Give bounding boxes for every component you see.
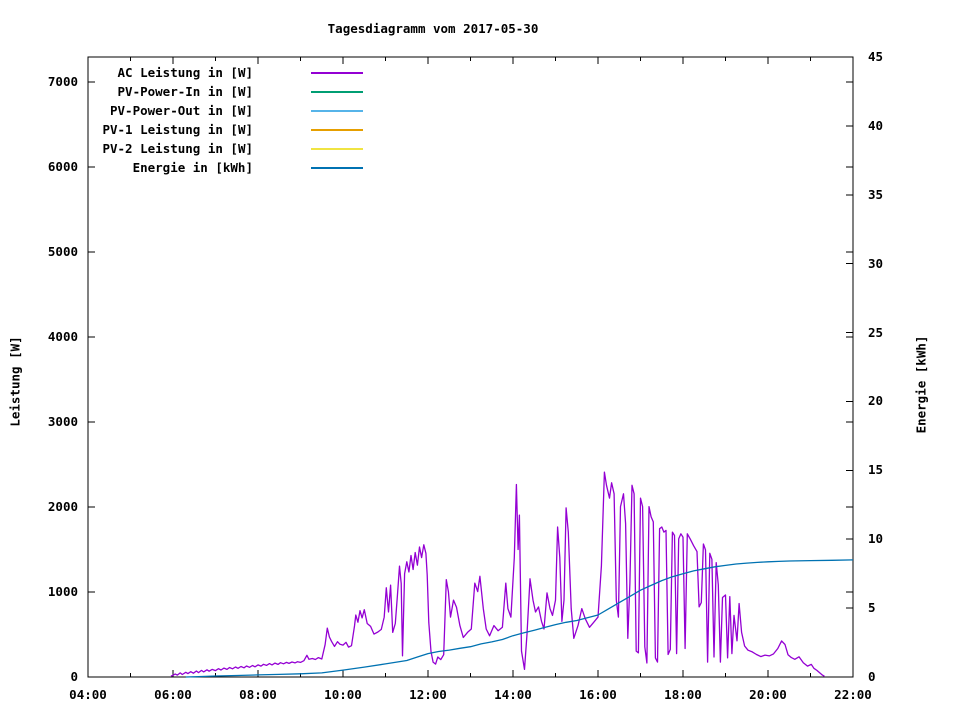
x-tick-label: 20:00 [749, 687, 787, 702]
legend-label: AC Leistung in [W] [117, 65, 253, 80]
right-tick-label: 5 [868, 600, 876, 616]
right-tick-label: 10 [868, 531, 884, 547]
right-tick-label: 0 [868, 669, 876, 684]
left-tick-label: 1000 [47, 584, 78, 599]
series-line-ac [170, 471, 825, 677]
legend-label: PV-1 Leistung in [W] [102, 122, 253, 137]
right-tick-label: 20 [868, 393, 884, 409]
left-tick-label: 5000 [47, 244, 78, 259]
y-axis-label-right: Energie [kWh] [913, 335, 929, 434]
legend-label: PV-Power-In in [W] [117, 84, 253, 99]
legend-swatch-line [311, 72, 363, 74]
left-tick-label: 0 [70, 669, 78, 684]
right-tick-label: 30 [868, 255, 884, 271]
legend-swatch-line [311, 110, 363, 112]
right-tick-label: 35 [868, 186, 884, 202]
left-tick-label: 7000 [47, 74, 78, 89]
x-tick-label: 22:00 [834, 687, 872, 702]
chart-title: Tagesdiagramm vom 2017-05-30 [327, 21, 539, 36]
x-tick-label: 12:00 [409, 687, 447, 702]
x-tick-label: 14:00 [494, 687, 532, 702]
series-line-energie [185, 559, 854, 678]
right-tick-label: 40 [868, 117, 884, 133]
right-tick-label: 25 [868, 324, 884, 340]
axis-ticks [87, 56, 854, 678]
left-tick-label: 2000 [47, 499, 78, 514]
legend-label: Energie in [kWh] [132, 160, 253, 175]
right-tick-label: 15 [868, 462, 884, 478]
x-tick-label: 16:00 [579, 687, 617, 702]
x-tick-label: 08:00 [239, 687, 277, 702]
legend-swatch-line [311, 129, 363, 131]
x-tick-label: 06:00 [154, 687, 192, 702]
x-tick-label: 18:00 [664, 687, 702, 702]
left-tick-label: 6000 [47, 159, 78, 174]
right-tick-label: 45 [868, 49, 884, 64]
x-tick-label: 10:00 [324, 687, 362, 702]
legend-swatch-line [311, 167, 363, 169]
x-tick-label: 04:00 [69, 687, 107, 702]
legend-label: PV-2 Leistung in [W] [102, 141, 253, 156]
left-tick-label: 3000 [47, 414, 78, 429]
legend-swatch-line [311, 148, 363, 150]
left-tick-label: 4000 [47, 329, 78, 344]
legend-swatch-line [311, 91, 363, 93]
legend-label: PV-Power-Out in [W] [110, 103, 253, 118]
